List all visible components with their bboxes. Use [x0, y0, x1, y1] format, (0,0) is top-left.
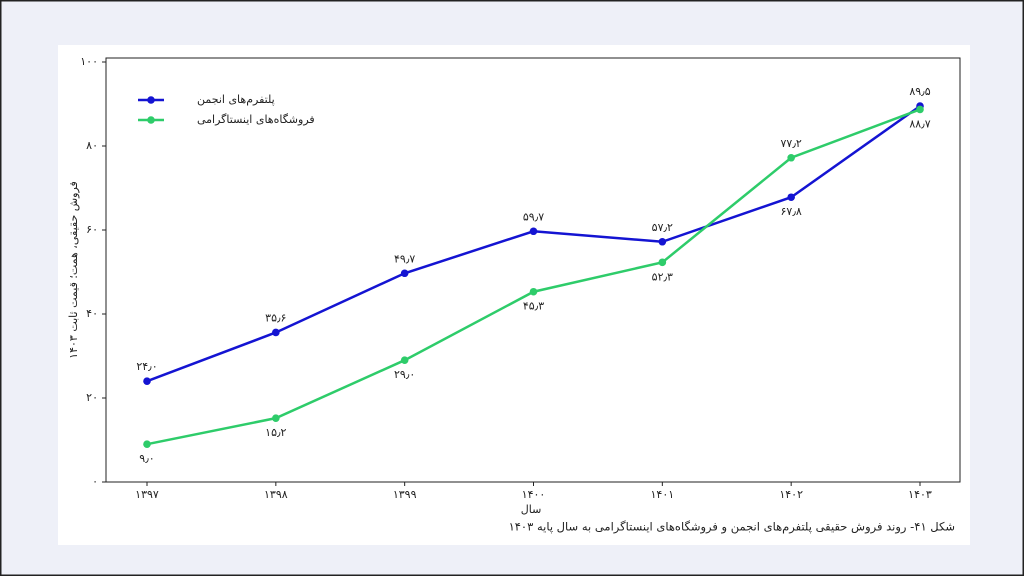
value-label: ۵۷٫۲ [652, 221, 673, 234]
point [658, 237, 667, 246]
value-label: ۲۹٫۰ [394, 368, 415, 381]
y-tick-label: ۲۰ [86, 391, 98, 404]
value-label: ۳۵٫۶ [265, 311, 286, 324]
panel [58, 45, 970, 545]
value-label: ۵۹٫۷ [523, 210, 544, 223]
legend-label: پلتفرم‌های انجمن [197, 93, 275, 106]
legend-label: فروشگاه‌های اینستاگرامی [197, 113, 315, 126]
x-tick-label: ۱۴۰۳ [908, 488, 932, 501]
point [400, 356, 409, 365]
point [143, 377, 151, 386]
y-axis-label: فروش حقیقی، همت؛ قیمت ثابت ۱۴۰۳ [67, 181, 80, 359]
caption: شکل ۴۱- روند فروش حقیقی پلتفرم‌های انجمن… [509, 520, 955, 535]
value-label: ۸۸٫۷ [909, 117, 930, 130]
x-tick-label: ۱۳۹۷ [135, 488, 159, 501]
value-label: ۲۴٫۰ [136, 360, 157, 373]
point [400, 269, 409, 278]
point [916, 105, 924, 114]
point [143, 440, 151, 449]
value-label: ۴۹٫۷ [394, 252, 415, 265]
point [272, 328, 280, 337]
y-tick-label: ۰ [92, 475, 98, 488]
x-axis-label: سال [521, 503, 542, 516]
x-tick-label: ۱۴۰۲ [779, 488, 803, 501]
value-label: ۵۲٫۳ [652, 270, 673, 283]
point [787, 153, 795, 162]
y-tick-label: ۴۰ [86, 307, 98, 320]
value-label: ۴۵٫۳ [523, 300, 544, 313]
x-tick-label: ۱۳۹۸ [264, 488, 288, 501]
legend-marker [147, 116, 155, 124]
y-tick-label: ۱۰۰ [80, 55, 98, 68]
point [787, 193, 795, 202]
value-label: ۹٫۰ [139, 452, 154, 465]
value-label: ۱۵٫۲ [265, 426, 286, 439]
value-label: ۸۹٫۵ [909, 85, 930, 98]
point [529, 227, 538, 236]
y-tick-label: ۸۰ [86, 139, 98, 152]
value-label: ۶۷٫۸ [781, 205, 802, 218]
point [658, 258, 667, 267]
y-tick-label: ۶۰ [86, 223, 98, 236]
legend-marker [147, 96, 155, 104]
point [272, 414, 280, 422]
x-tick-label: ۱۴۰۱ [651, 488, 675, 501]
point [529, 287, 538, 296]
x-tick-label: ۱۴۰۰ [522, 488, 546, 501]
x-tick-label: ۱۳۹۹ [393, 488, 417, 501]
value-label: ۷۷٫۲ [781, 137, 802, 150]
